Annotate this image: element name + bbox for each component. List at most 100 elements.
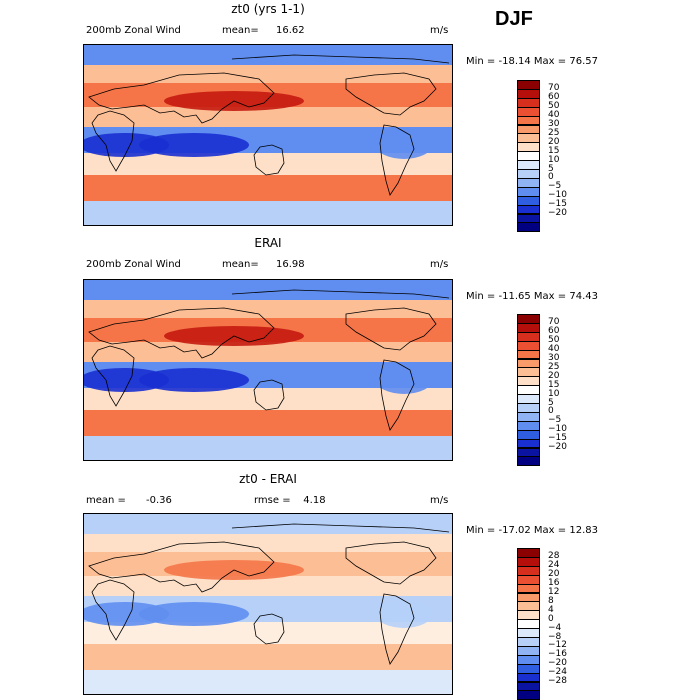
colorbar-swatch xyxy=(517,690,540,700)
panel-1-max-label: Max = xyxy=(533,56,570,67)
map-feature xyxy=(374,555,452,573)
colorbar-tick-label: 30 xyxy=(548,119,560,129)
panel-2-map xyxy=(83,279,453,461)
map-band xyxy=(84,436,452,460)
colorbar-tick-label: −5 xyxy=(548,181,562,192)
map-band xyxy=(84,318,452,332)
map-band xyxy=(84,201,452,225)
panel-3-max-value: 12.83 xyxy=(569,525,598,536)
panel-1-minmax: Min = -18.14 Max = 76.57 xyxy=(466,56,696,67)
colorbar-tick-label: −4 xyxy=(548,622,562,633)
panel-1-mean-label: mean= xyxy=(222,25,259,36)
coastline xyxy=(91,579,135,641)
map-band xyxy=(84,342,452,362)
colorbar-tick-label: 20 xyxy=(548,136,560,147)
map-band xyxy=(84,388,452,410)
coastline xyxy=(231,54,450,64)
map-band xyxy=(84,280,452,300)
map-band xyxy=(84,83,452,97)
panel-3-min-label: Min = xyxy=(466,525,499,536)
colorbar-tick-label: −8 xyxy=(548,631,562,642)
map-feature xyxy=(139,368,249,392)
map-feature xyxy=(84,133,169,157)
coastline xyxy=(88,307,275,359)
colorbar-tick-label: −16 xyxy=(548,649,567,660)
colorbar-tick-label: 30 xyxy=(548,353,560,363)
colorbar-tick-label: 70 xyxy=(548,83,560,94)
map-feature xyxy=(84,602,169,626)
panel-3-max-label: Max = xyxy=(533,525,570,536)
panel-3-mean-label: mean = xyxy=(86,495,126,506)
panel-1-map xyxy=(83,44,453,226)
map-feature xyxy=(84,177,204,193)
map-feature xyxy=(244,177,404,193)
map-band xyxy=(84,670,452,694)
colorbar-tick-label: 70 xyxy=(548,317,560,328)
colorbar-tick-label: −5 xyxy=(548,415,562,426)
colorbar-tick-label: 24 xyxy=(548,560,560,571)
coastline xyxy=(253,144,285,176)
colorbar-swatch xyxy=(517,456,540,467)
panel-1-variable-label: 200mb Zonal Wind xyxy=(86,25,181,36)
map-feature xyxy=(376,131,432,159)
colorbar-tick-label: 0 xyxy=(548,613,554,624)
panel-3-units: m/s xyxy=(430,495,449,506)
colorbar-tick-label: −10 xyxy=(548,424,567,435)
map-band xyxy=(84,153,452,175)
coastline xyxy=(88,541,275,593)
colorbar-tick-label: 0 xyxy=(548,172,554,183)
map-band xyxy=(84,45,452,65)
map-feature xyxy=(374,86,452,104)
map-band xyxy=(84,107,452,127)
panel-1-units: m/s xyxy=(430,25,449,36)
map-feature xyxy=(374,321,452,339)
colorbar-tick-label: −28 xyxy=(548,676,567,686)
colorbar-tick-label: 20 xyxy=(548,569,560,580)
colorbar-tick-label: 5 xyxy=(548,163,554,174)
map-feature xyxy=(84,368,169,392)
map-band xyxy=(84,552,452,566)
colorbar-tick-label: −20 xyxy=(548,658,567,669)
coastline xyxy=(231,523,450,533)
panel-2-min-label: Min = xyxy=(466,291,499,302)
coastline xyxy=(91,345,135,407)
colorbar-tick-label: 8 xyxy=(548,595,554,606)
coastline xyxy=(379,593,415,665)
coastline xyxy=(379,124,415,196)
map-band xyxy=(84,576,452,596)
panel-3-rmse: rmse = 4.18 xyxy=(254,495,326,506)
panel-2-mean-label: mean= xyxy=(222,259,259,270)
panel-2-max-label: Max = xyxy=(533,291,570,302)
map-feature xyxy=(244,646,404,662)
colorbar-tick-label: 50 xyxy=(548,101,560,112)
colorbar-tick-label: 20 xyxy=(548,370,560,381)
panel-2-max-value: 74.43 xyxy=(569,291,598,302)
map-feature xyxy=(84,646,204,662)
colorbar-tick-label: 28 xyxy=(548,551,560,562)
panel-1-min-value: -18.14 xyxy=(498,56,531,67)
map-band xyxy=(84,534,452,552)
panel-2-mean-value: 16.98 xyxy=(276,259,305,270)
map-band xyxy=(84,622,452,644)
panel-2-min-value: -11.65 xyxy=(498,291,531,302)
coastline xyxy=(379,359,415,431)
map-svg xyxy=(84,514,452,694)
panel-2-units: m/s xyxy=(430,259,449,270)
coastline xyxy=(253,613,285,645)
map-feature xyxy=(84,412,204,428)
map-feature xyxy=(139,133,249,157)
panel-1-max-value: 76.57 xyxy=(569,56,598,67)
colorbar-tick-label: 10 xyxy=(548,388,560,399)
coastline xyxy=(231,289,450,299)
colorbar-tick-label: 60 xyxy=(548,326,560,337)
colorbar-tick-label: 15 xyxy=(548,145,560,156)
colorbar-tick-label: 60 xyxy=(548,92,560,103)
colorbar-swatch xyxy=(517,222,540,233)
colorbar-tick-label: −20 xyxy=(548,208,567,218)
coastline xyxy=(345,72,437,116)
map-feature xyxy=(376,600,432,628)
colorbar-tick-label: −12 xyxy=(548,640,567,651)
panel-1-min-label: Min = xyxy=(466,56,499,67)
panel-1-title: zt0 (yrs 1-1) xyxy=(231,2,305,16)
colorbar-tick-label: −24 xyxy=(548,667,567,678)
